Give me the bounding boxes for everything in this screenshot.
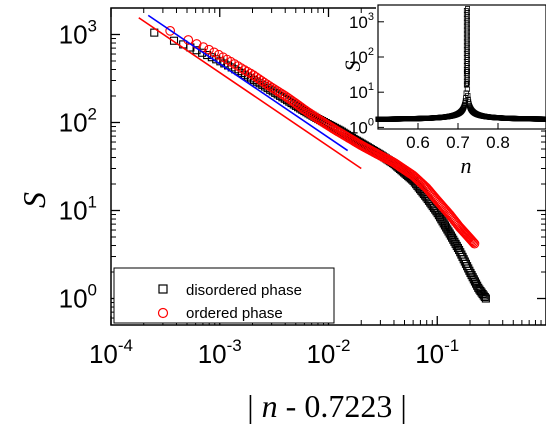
x-axis-title-suffix: - 0.7223 |	[278, 388, 407, 424]
y-axis-ticks: 100 101 102 103	[59, 16, 546, 326]
main-plot: 10-4 10-3 10-2 10-1 100 101 102 103 disordered…	[16, 7, 546, 424]
disordered-point	[480, 292, 489, 302]
ordered-point	[468, 237, 479, 248]
ordered-point	[266, 82, 277, 93]
x-tick-label: 10-4	[89, 336, 133, 369]
y-axis-title: S	[16, 192, 52, 208]
inset-x-tick-label: 0.7	[446, 133, 470, 152]
inset-plot: 0.6 0.7 0.8 100 101 102 103 S n	[340, 3, 546, 178]
inset-y-tick-label: 101	[349, 81, 374, 102]
x-axis-title-var: n	[262, 388, 278, 424]
ordered-point	[165, 25, 176, 36]
ordered-point	[469, 238, 480, 249]
ordered-point	[261, 79, 272, 90]
legend-marker-circle-icon	[157, 307, 169, 319]
inset-y-tick-label: 103	[349, 11, 374, 32]
legend-label-disordered: disordered phase	[186, 282, 302, 299]
legend-frame	[113, 267, 335, 324]
x-tick-label: 10-2	[306, 336, 350, 369]
inset-x-axis-title: n	[461, 153, 472, 178]
series-ordered	[165, 25, 480, 249]
x-axis-title-prefix: |	[247, 388, 261, 424]
inset-x-tick-label: 0.8	[486, 133, 510, 152]
legend: disordered phase ordered phase	[113, 267, 335, 324]
legend-marker-square-icon	[158, 284, 168, 294]
x-tick-label: 10-1	[415, 336, 459, 369]
x-axis-title: | n - 0.7223 |	[247, 388, 406, 424]
inset-point	[462, 98, 469, 104]
main-marks	[138, 14, 490, 303]
inset-marks	[375, 6, 546, 122]
inset-y-axis-ticks: 100 101 102 103	[349, 11, 384, 137]
x-tick-label: 10-3	[198, 336, 242, 369]
ordered-point	[198, 42, 209, 52]
inset-y-tick-label: 102	[349, 46, 374, 67]
ordered-point	[209, 47, 219, 58]
legend-label-ordered: ordered phase	[186, 305, 283, 322]
ordered-point	[242, 66, 253, 77]
inset-peak-point	[465, 6, 470, 11]
fit-line-red	[138, 17, 362, 170]
fit-line-blue	[147, 14, 349, 152]
ordered-point	[204, 44, 214, 55]
ordered-point	[467, 236, 478, 247]
ordered-point	[269, 84, 280, 94]
y-tick-label: 102	[59, 104, 97, 137]
x-axis-ticks: 10-4 10-3 10-2 10-1	[89, 8, 542, 369]
inset-point	[465, 92, 471, 99]
inset-x-tick-label: 0.6	[406, 133, 430, 152]
disordered-point	[481, 294, 490, 303]
disordered-point	[169, 36, 179, 45]
inset-y-tick-label: 100	[349, 116, 374, 137]
inset-point	[461, 103, 467, 109]
inset-x-axis-ticks: 0.6 0.7 0.8	[406, 123, 510, 152]
ordered-point	[254, 74, 264, 84]
inset-y-axis-title: S	[340, 61, 365, 72]
inset-frame	[377, 4, 546, 130]
ordered-point	[264, 81, 275, 91]
ordered-point	[256, 76, 267, 86]
ordered-point	[466, 235, 477, 246]
y-tick-label: 103	[59, 16, 97, 49]
ordered-point	[259, 77, 270, 88]
y-tick-label: 101	[59, 193, 97, 226]
y-tick-label: 100	[59, 281, 97, 314]
